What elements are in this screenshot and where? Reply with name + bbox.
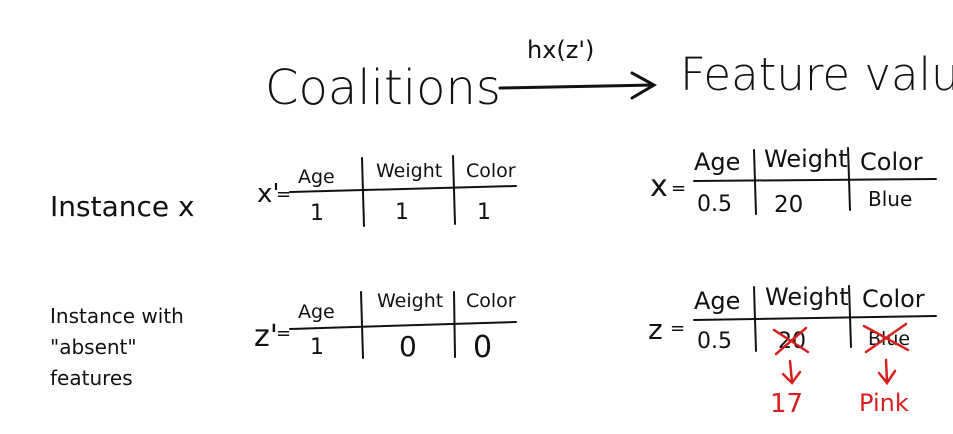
strike-mark [864, 322, 908, 354]
value-weight: 0 [399, 330, 417, 363]
value-color: Blue [868, 187, 912, 211]
table-x-prime: x' = Age Weight Color 1 1 1 [257, 155, 517, 227]
feature-values-heading: Feature values [680, 48, 953, 101]
absent-label-line-2: "absent" [50, 335, 137, 359]
symbol-z-prime: z' [254, 319, 278, 354]
header-weight: Weight [377, 290, 443, 312]
equals-sign: = [670, 318, 685, 339]
replacement-arrow [884, 358, 889, 384]
replacement-value-color: Pink [859, 389, 909, 417]
replacement-arrow [788, 359, 794, 384]
equals-sign: = [671, 178, 686, 199]
column-divider [453, 291, 456, 358]
table-x: x = Age Weight Color 0.5 20 Blue [650, 145, 937, 218]
header-color: Color [860, 148, 923, 176]
column-divider [361, 157, 365, 227]
header-color: Color [466, 290, 516, 312]
instance-x-label: Instance x [50, 190, 195, 223]
column-divider [753, 286, 757, 352]
column-divider [848, 285, 852, 348]
coalitions-heading: Coalitions [265, 60, 501, 116]
table-rule [693, 178, 937, 182]
symbol-x: x [650, 169, 668, 204]
absent-label-line-3: features [50, 366, 133, 390]
table-rule [289, 321, 517, 330]
table-rule [289, 185, 517, 193]
header-weight: Weight [376, 160, 442, 182]
equals-sign: = [276, 323, 291, 344]
replacement-arrow [877, 369, 897, 386]
header-age: Age [694, 287, 740, 315]
table-rule [693, 315, 937, 321]
column-divider [452, 155, 456, 225]
table-z: z = Age Weight Color 0.5 20 Blue 17 Pink [648, 283, 937, 419]
replacement-value-weight: 17 [770, 389, 803, 419]
value-weight: 20 [774, 192, 803, 218]
symbol-z: z [648, 313, 663, 346]
header-color: Color [466, 160, 516, 182]
header-age: Age [298, 166, 335, 188]
mapping-arrow [498, 71, 658, 100]
value-age: 1 [310, 201, 324, 226]
value-age: 0.5 [697, 329, 732, 354]
equals-sign: = [276, 184, 291, 205]
value-age: 1 [310, 335, 324, 360]
column-divider [753, 149, 757, 215]
header-weight: Weight [765, 283, 849, 311]
header-age: Age [694, 148, 740, 176]
value-color: 0 [473, 330, 492, 365]
header-age: Age [298, 301, 335, 323]
value-color: 1 [477, 200, 491, 225]
table-z-prime: z' = Age Weight Color 1 0 0 [254, 290, 517, 365]
symbol-x-prime: x' [257, 179, 280, 209]
header-color: Color [862, 285, 925, 313]
column-divider [847, 147, 851, 211]
mapping-arrow-label: hx(z') [527, 36, 594, 64]
absent-label-line-1: Instance with [50, 304, 184, 328]
value-weight: 1 [395, 200, 409, 225]
value-age: 0.5 [697, 192, 732, 217]
replacement-arrow [781, 370, 802, 385]
column-divider [360, 291, 364, 359]
header-weight: Weight [764, 145, 848, 173]
strike-mark [774, 326, 808, 356]
